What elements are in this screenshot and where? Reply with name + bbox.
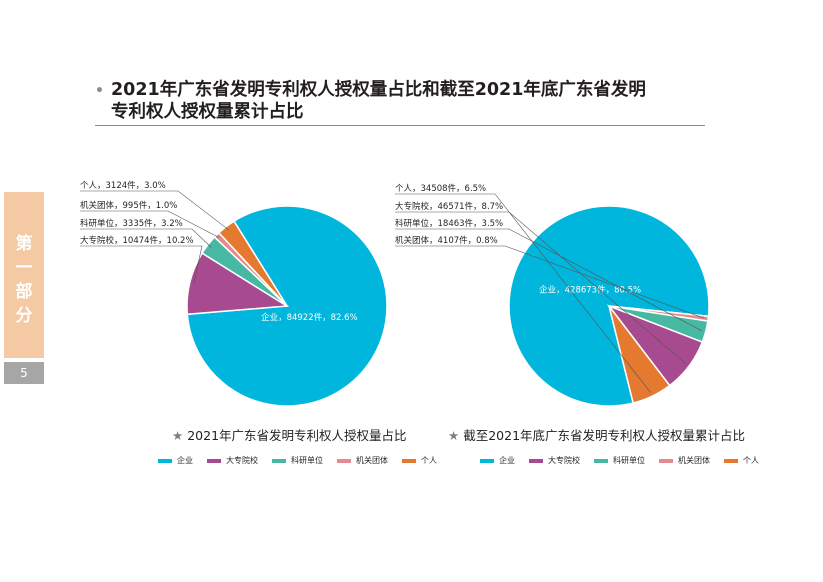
star-icon: ★ — [448, 428, 460, 443]
data-label-college: 大专院校，46571件，8.7% — [395, 201, 503, 212]
leader-line-individual — [80, 190, 229, 231]
section-side-tab-label: 第 一 部 分 — [15, 234, 33, 326]
page-title-line1: 2021年广东省发明专利权人授权量占比和截至2021年底广东省发明 — [111, 80, 646, 100]
legend-label-college: 大专院校 — [548, 456, 580, 465]
legend-label-government-org: 机关团体 — [678, 456, 710, 465]
pie-slice-individual — [217, 220, 288, 307]
legend-cumulative: 企业 大专院校 科研单位 机关团体 个人 — [480, 455, 759, 466]
leader-line-individual — [395, 193, 651, 393]
legend-label-enterprise: 企业 — [499, 456, 515, 465]
legend-label-individual: 个人 — [743, 456, 759, 465]
data-label-individual: 个人，34508件，6.5% — [395, 183, 486, 194]
legend-swatch-government-org — [659, 458, 673, 463]
legend-label-research-institute: 科研单位 — [613, 456, 645, 465]
pie-slice-individual — [608, 305, 671, 404]
legend-item-college: 大专院校 — [207, 455, 258, 466]
data-label-research-institute: 科研单位，18463件，3.5% — [395, 218, 503, 229]
legend-swatch-individual — [402, 458, 416, 463]
page-title: • 2021年广东省发明专利权人授权量占比和截至2021年底广东省发明 专利权人授… — [95, 80, 705, 126]
chart-caption-annual: ★ 2021年广东省发明专利权人授权量占比 — [172, 425, 407, 444]
legend-swatch-enterprise — [158, 458, 172, 463]
legend-label-individual: 个人 — [421, 456, 437, 465]
legend-item-college: 大专院校 — [529, 455, 580, 466]
legend-swatch-government-org — [337, 458, 351, 463]
chart-caption-cumulative-text: 截至2021年底广东省发明专利权人授权量累计占比 — [463, 428, 746, 443]
legend-label-college: 大专院校 — [226, 456, 258, 465]
legend-label-enterprise: 企业 — [177, 456, 193, 465]
legend-swatch-research-institute — [272, 458, 286, 463]
page-number: 5 — [4, 362, 44, 384]
legend-label-research-institute: 科研单位 — [291, 456, 323, 465]
legend-item-research-institute: 科研单位 — [594, 455, 645, 466]
data-label-college: 大专院校，10474件，10.2% — [80, 235, 194, 246]
legend-item-individual: 个人 — [402, 455, 437, 466]
legend-swatch-research-institute — [594, 458, 608, 463]
leader-line-college — [80, 245, 203, 284]
page-title-line2: 专利权人授权量累计占比 — [111, 102, 304, 122]
bullet-icon: • — [95, 83, 104, 99]
chart-caption-cumulative: ★ 截至2021年底广东省发明专利权人授权量累计占比 — [448, 425, 745, 444]
legend-swatch-college — [207, 458, 221, 463]
legend-swatch-enterprise — [480, 458, 494, 463]
legend-swatch-individual — [724, 458, 738, 463]
leader-line-research-institute — [80, 228, 212, 248]
legend-item-individual: 个人 — [724, 455, 759, 466]
leader-line-government-org — [80, 210, 220, 239]
data-label-individual: 个人，3124件，3.0% — [80, 180, 166, 191]
legend-item-enterprise: 企业 — [158, 455, 193, 466]
data-label-enterprise: 企业，428673件，80.5% — [539, 285, 641, 296]
legend-item-research-institute: 科研单位 — [272, 455, 323, 466]
data-label-enterprise: 企业，84922件，82.6% — [261, 312, 358, 323]
legend-item-government-org: 机关团体 — [337, 455, 388, 466]
legend-annual: 企业 大专院校 科研单位 机关团体 个人 — [158, 455, 437, 466]
legend-label-government-org: 机关团体 — [356, 456, 388, 465]
chart-caption-annual-text: 2021年广东省发明专利权人授权量占比 — [187, 428, 407, 443]
legend-item-enterprise: 企业 — [480, 455, 515, 466]
star-icon: ★ — [172, 428, 184, 443]
data-label-research-institute: 科研单位，3335件，3.2% — [80, 218, 183, 229]
legend-item-government-org: 机关团体 — [659, 455, 710, 466]
leader-line-research-institute — [395, 228, 702, 331]
legend-swatch-college — [529, 458, 543, 463]
leader-line-government-org — [395, 245, 705, 319]
data-label-government-org: 机关团体，995件，1.0% — [80, 200, 177, 211]
section-side-tab: 第 一 部 分 — [4, 192, 44, 358]
data-label-government-org: 机关团体，4107件，0.8% — [395, 235, 498, 246]
